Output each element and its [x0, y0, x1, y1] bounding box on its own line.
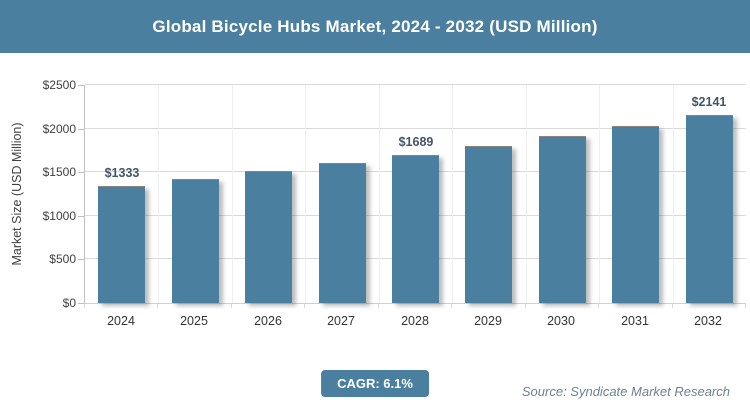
x-tick-label-2031: 2031	[621, 314, 649, 328]
x-tick-mark	[157, 304, 158, 308]
x-tick-mark	[378, 304, 379, 308]
plot-area: $1333 $1689 $2141	[84, 84, 746, 304]
gridline-horizontal	[85, 127, 746, 129]
x-tick-mark	[745, 304, 746, 308]
bar-2025	[172, 179, 219, 303]
gridline-vertical	[526, 85, 527, 303]
y-tick-mark	[78, 85, 84, 86]
gridline-vertical	[673, 85, 674, 303]
x-tick-mark	[672, 304, 673, 308]
bar-2027	[319, 163, 366, 303]
x-tick-mark	[525, 304, 526, 308]
y-tick-label: $0	[62, 296, 76, 310]
y-tick-label: $2000	[42, 121, 76, 136]
y-tick-label: $1000	[42, 208, 76, 223]
y-tick-label: $500	[49, 252, 76, 267]
gridline-vertical	[158, 85, 159, 303]
bar-2030	[539, 136, 586, 303]
x-tick-mark	[304, 304, 305, 308]
y-tick-mark	[78, 259, 84, 261]
bar-2024	[98, 186, 145, 303]
bar-2032	[686, 115, 733, 303]
gridline-vertical	[452, 85, 453, 303]
bar-2031	[612, 126, 659, 303]
bar-2028	[392, 155, 439, 303]
y-tick-mark	[78, 172, 84, 174]
x-tick-mark	[598, 304, 599, 308]
chart-header-band: Global Bicycle Hubs Market, 2024 - 2032 …	[0, 0, 750, 53]
gridline-vertical	[379, 85, 380, 303]
y-tick-label: $2500	[42, 78, 76, 92]
x-tick-label-2032: 2032	[694, 314, 722, 328]
y-tick-mark	[78, 128, 84, 130]
x-tick-mark	[451, 304, 452, 308]
gridline-vertical	[232, 85, 233, 303]
y-axis-title: Market Size (USD Million)	[10, 122, 24, 266]
x-tick-label-2027: 2027	[327, 314, 355, 328]
y-tick-label: $1500	[42, 165, 76, 180]
gridline-vertical	[599, 85, 600, 303]
cagr-badge: CAGR: 6.1%	[321, 370, 429, 397]
y-axis-tick-labels: $0 $500 $1000 $1500 $2000 $2500	[26, 78, 76, 310]
gridline-horizontal	[85, 84, 746, 85]
x-tick-label-2024: 2024	[107, 314, 135, 328]
bar-value-label: $1689	[398, 135, 434, 149]
y-tick-mark	[78, 303, 84, 304]
x-tick-label-2026: 2026	[254, 314, 282, 328]
chart-title: Global Bicycle Hubs Market, 2024 - 2032 …	[152, 16, 598, 36]
x-tick-label-2025: 2025	[180, 314, 208, 328]
x-tick-label-2028: 2028	[401, 314, 429, 328]
x-axis-tick-labels: 2024 2025 2026 2027 2028 2029 2030 2031 2032	[84, 314, 745, 332]
bar-2029	[465, 146, 512, 303]
x-tick-mark	[231, 304, 232, 308]
bar-2026	[245, 171, 292, 303]
x-tick-label-2030: 2030	[547, 314, 575, 328]
x-tick-mark	[84, 304, 85, 308]
bar-value-label: $2141	[691, 95, 727, 109]
x-tick-label-2029: 2029	[474, 314, 502, 328]
source-credit: Source: Syndicate Market Research	[521, 384, 730, 399]
y-tick-mark	[78, 215, 84, 217]
gridline-vertical	[305, 85, 306, 303]
bar-value-label: $1333	[104, 166, 140, 180]
